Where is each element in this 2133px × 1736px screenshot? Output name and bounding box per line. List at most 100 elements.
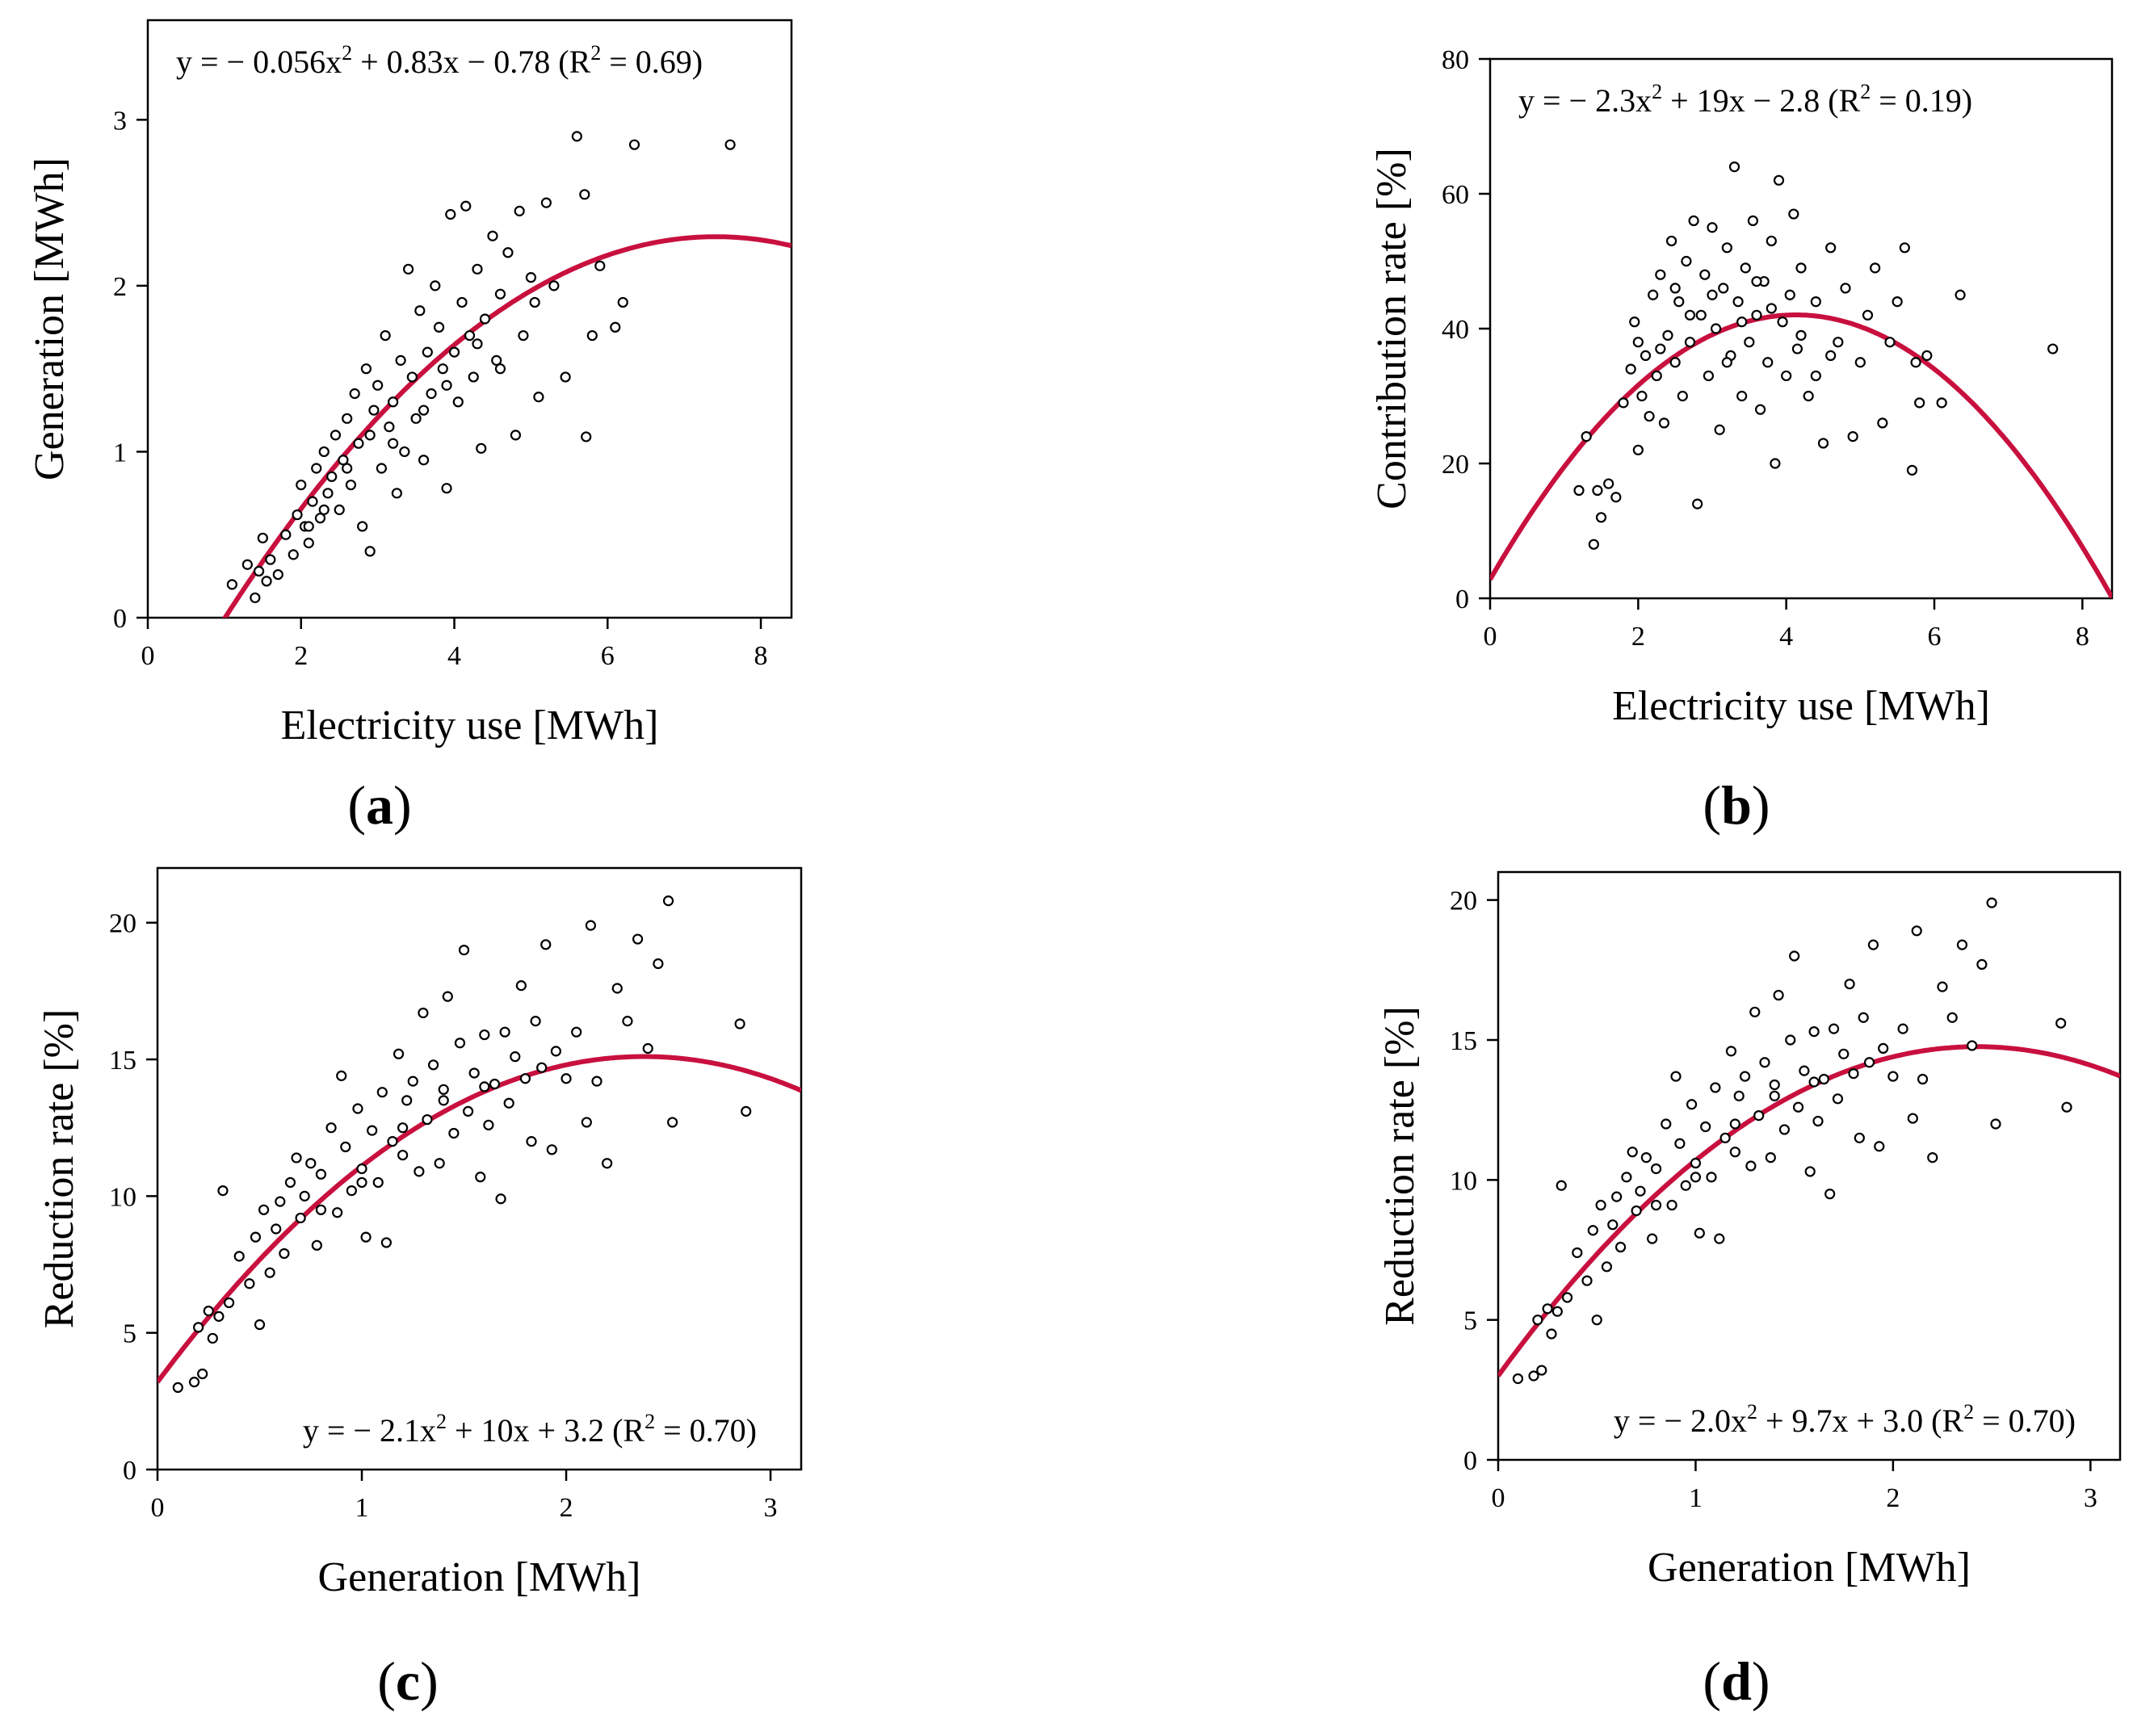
data-point (1670, 1071, 1682, 1082)
data-point (1736, 317, 1748, 328)
data-point (1749, 1006, 1761, 1017)
data-point (1808, 1076, 1820, 1088)
x-tick-label: 3 (2084, 1483, 2097, 1513)
data-point (494, 363, 506, 375)
panel-label: (b) (1703, 774, 1770, 836)
plot-frame (1497, 870, 2122, 1461)
x-tick-label: 2 (560, 1493, 573, 1523)
data-point (372, 1176, 384, 1189)
x-tick-label: 1 (1689, 1483, 1703, 1513)
data-point (441, 483, 452, 494)
data-point (418, 405, 430, 416)
data-point (364, 430, 376, 441)
data-point (1792, 1101, 1804, 1113)
data-point (1512, 1373, 1524, 1385)
data-point (1587, 1225, 1598, 1236)
data-point (1854, 1132, 1865, 1143)
x-tick-label: 8 (754, 641, 768, 671)
data-point (360, 1231, 372, 1243)
data-point (303, 521, 314, 532)
data-point (1927, 1151, 1938, 1164)
data-point (1747, 215, 1759, 226)
data-point (530, 1016, 541, 1027)
data-point (1759, 1057, 1770, 1068)
equation-part: + 19x − 2.8 (R (1662, 82, 1860, 119)
data-point (203, 1305, 214, 1317)
data-point (525, 272, 537, 283)
data-point (1858, 1012, 1869, 1023)
data-point (1707, 222, 1718, 233)
data-point (1661, 1118, 1672, 1130)
data-point (397, 1149, 409, 1161)
data-point (1718, 283, 1729, 294)
data-point (346, 1185, 357, 1197)
data-point (352, 1103, 363, 1114)
data-point (489, 1078, 501, 1090)
data-point (499, 1026, 510, 1038)
data-point (1899, 242, 1910, 254)
plot-frame (146, 19, 793, 619)
data-point (1824, 1189, 1836, 1200)
data-point (288, 549, 299, 560)
x-tick-label: 2 (1886, 1483, 1900, 1513)
data-point (1765, 1151, 1776, 1164)
y-tick-label: 20 (1450, 887, 1477, 916)
data-point (536, 1062, 548, 1073)
data-point (1690, 1157, 1702, 1169)
data-point (628, 139, 640, 150)
data-point (1714, 424, 1725, 435)
x-axis-label: Generation [MWh] (318, 1554, 641, 1600)
data-point (1686, 1099, 1698, 1110)
data-point (487, 230, 498, 241)
data-point (338, 455, 349, 466)
data-point (438, 1084, 449, 1095)
equation-part: + 10x + 3.2 (R (447, 1412, 645, 1449)
data-point (1817, 438, 1829, 449)
panel-paren-open: ( (1703, 1650, 1721, 1712)
data-point (407, 1076, 418, 1087)
data-point (1788, 208, 1799, 220)
data-point (1673, 296, 1685, 308)
data-point (1706, 1172, 1717, 1183)
data-point (479, 1081, 490, 1092)
data-point (345, 479, 357, 491)
x-tick-label: 2 (294, 641, 308, 671)
data-point (458, 944, 470, 956)
data-point (1614, 1241, 1627, 1253)
data-point (1766, 303, 1777, 314)
data-point (1804, 1166, 1816, 1177)
panel-label: (a) (347, 774, 411, 836)
data-point (602, 1158, 613, 1169)
equation-part: = 0.70) (1974, 1403, 2076, 1439)
data-point (1714, 1233, 1725, 1244)
equation-part: = 0.69) (601, 44, 703, 80)
data-point (1572, 1247, 1583, 1259)
data-point (1721, 357, 1732, 368)
x-tick-label: 3 (764, 1493, 778, 1523)
data-point (1725, 1046, 1737, 1057)
data-point (1878, 1042, 1889, 1055)
y-tick-label: 2 (113, 272, 127, 302)
data-point (233, 1251, 245, 1262)
data-point (391, 488, 402, 499)
data-point (472, 338, 483, 350)
equation-part: y = − 0.056x (176, 44, 342, 80)
fit-equation: y = − 2.3x2 + 19x − 2.8 (R2 = 0.19) (1518, 80, 1972, 119)
data-point (418, 1007, 429, 1019)
data-point (560, 371, 571, 383)
data-point (1867, 939, 1879, 950)
data-point (1955, 289, 1966, 300)
fit-equation: y = − 0.056x2 + 0.83x − 0.78 (R2 = 0.69) (176, 41, 703, 80)
y-tick-label: 3 (113, 106, 127, 136)
equation-part: y = − 2.0x (1614, 1403, 1747, 1439)
data-point (1592, 484, 1603, 497)
equation-part: y = − 2.3x (1518, 82, 1652, 119)
data-point (448, 1127, 460, 1139)
data-point (295, 1212, 306, 1224)
data-point (442, 991, 453, 1002)
data-point (291, 1152, 302, 1164)
data-point (318, 504, 330, 515)
data-point (514, 205, 525, 216)
data-point (311, 1239, 322, 1251)
